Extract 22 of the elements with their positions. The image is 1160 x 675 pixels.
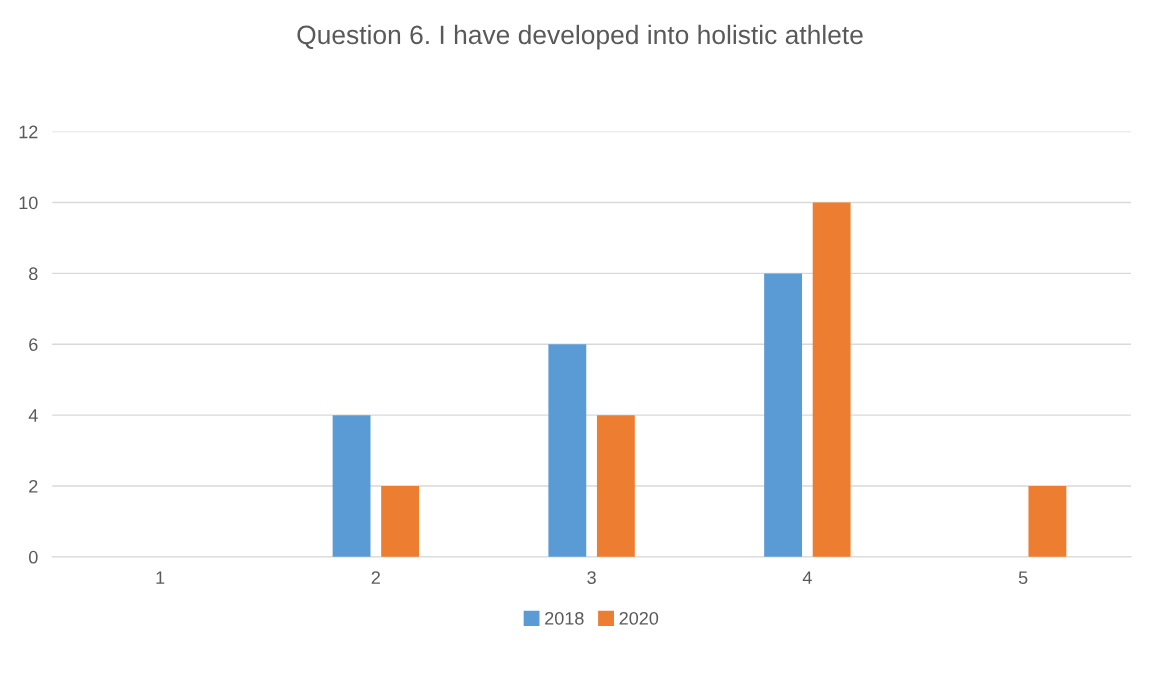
bar (1028, 486, 1067, 557)
x-tick-label: 2 (371, 571, 380, 584)
y-tick-label: 6 (29, 338, 38, 351)
legend-label: 2020 (619, 611, 659, 625)
chart-title: Question 6. I have developed into holistic athlete (297, 24, 863, 50)
x-tick-label: 5 (1018, 571, 1028, 585)
x-tick-label: 1 (156, 571, 165, 584)
bar (548, 344, 587, 557)
bar (332, 415, 371, 557)
bar (812, 202, 851, 557)
y-tick-label: 12 (19, 125, 38, 139)
y-tick-label: 4 (28, 409, 38, 422)
y-tick-label: 8 (29, 267, 38, 281)
bar (596, 415, 635, 557)
x-tick-label: 3 (587, 571, 596, 585)
y-tick-label: 0 (28, 550, 38, 564)
bar (764, 273, 803, 557)
legend-label: 2018 (545, 611, 584, 625)
bar (381, 486, 420, 557)
y-tick-label: 10 (19, 196, 38, 210)
y-tick-label: 2 (29, 479, 38, 493)
x-tick-label: 4 (802, 571, 812, 584)
